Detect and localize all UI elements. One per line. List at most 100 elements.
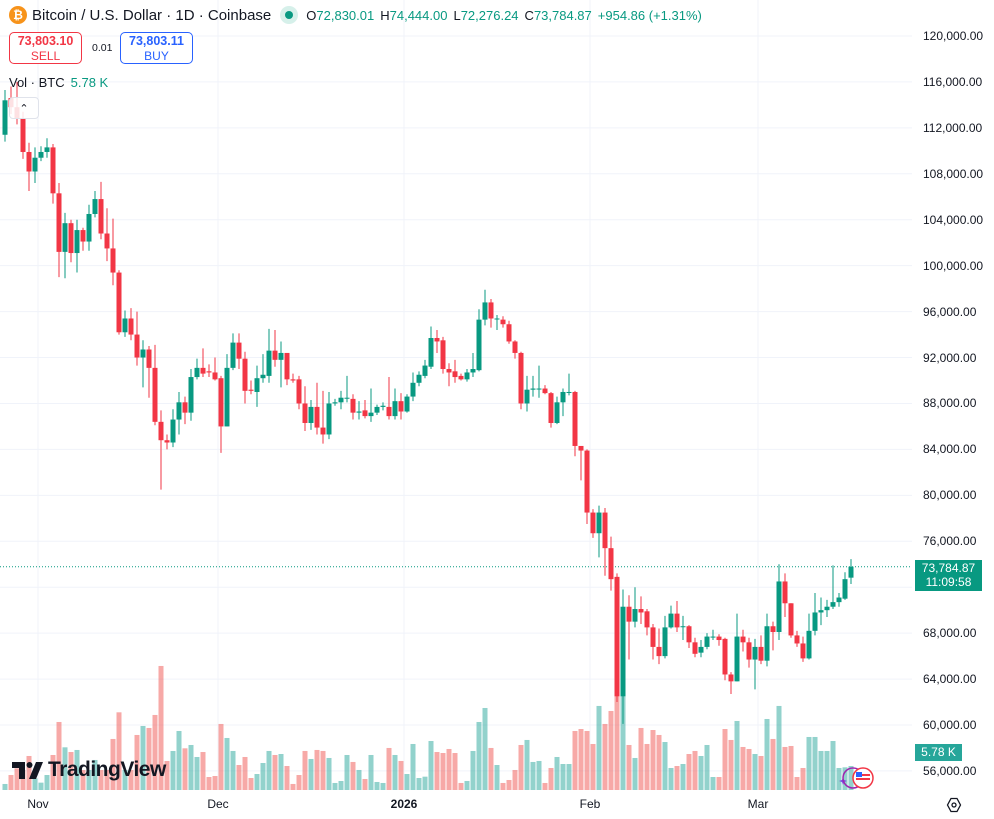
chart-settings-icon[interactable] bbox=[946, 797, 962, 813]
candle-body bbox=[344, 397, 350, 399]
price-axis-label: 92,000.00 bbox=[923, 350, 977, 365]
price-axis-label: 88,000.00 bbox=[923, 396, 977, 411]
volume-bar bbox=[584, 730, 590, 790]
price-axis-label: 100,000.00 bbox=[923, 258, 984, 273]
candle-body bbox=[116, 272, 122, 333]
collapse-legend-button[interactable]: ⌃ bbox=[9, 97, 39, 119]
candle-body bbox=[386, 406, 392, 417]
volume-bar bbox=[242, 756, 248, 790]
volume-bar bbox=[752, 754, 758, 790]
candle-body bbox=[86, 213, 92, 242]
volume-bar bbox=[668, 767, 674, 790]
volume-bar bbox=[374, 781, 380, 790]
volume-bar bbox=[44, 775, 50, 790]
time-axis-label: Mar bbox=[747, 797, 769, 811]
volume-bar bbox=[650, 730, 656, 790]
candle-body bbox=[698, 646, 704, 653]
volume-bar bbox=[356, 769, 362, 790]
volume-bar bbox=[500, 782, 506, 790]
candle-body bbox=[98, 199, 104, 234]
candle-body bbox=[44, 147, 50, 152]
candle-body bbox=[722, 638, 728, 675]
candle-body bbox=[632, 609, 638, 622]
volume-bar bbox=[536, 760, 542, 790]
price-axis-label: 76,000.00 bbox=[923, 534, 977, 549]
volume-bar bbox=[80, 769, 86, 790]
volume-bar bbox=[590, 743, 596, 790]
candle-body bbox=[572, 391, 578, 446]
volume-bar bbox=[110, 738, 116, 790]
candle-body bbox=[740, 636, 746, 643]
volume-bar bbox=[338, 780, 344, 790]
ohlc-high: H74,444.00 bbox=[380, 7, 448, 23]
candle-body bbox=[80, 230, 86, 242]
volume-bar bbox=[290, 783, 296, 790]
candle-body bbox=[680, 626, 686, 628]
price-change: +954.86 (+1.31%) bbox=[597, 7, 702, 23]
candle-body bbox=[662, 627, 668, 657]
volume-bar bbox=[578, 729, 584, 790]
candle-body bbox=[710, 636, 716, 638]
volume-bar bbox=[254, 774, 260, 790]
volume-bar bbox=[224, 737, 230, 790]
volume-bar bbox=[128, 769, 134, 790]
sell-button[interactable]: 73,803.10 SELL bbox=[9, 32, 82, 64]
candle-body bbox=[434, 338, 440, 342]
volume-bar bbox=[236, 765, 242, 790]
symbol-title[interactable]: Bitcoin / U.S. Dollar · 1D · Coinbase bbox=[32, 6, 272, 24]
events-badge[interactable] bbox=[839, 766, 875, 795]
buy-button[interactable]: 73,803.11 BUY bbox=[120, 32, 193, 64]
grid-lines bbox=[0, 0, 912, 790]
candle-body bbox=[152, 367, 158, 422]
candle-body bbox=[260, 374, 266, 379]
candle-body bbox=[476, 319, 482, 371]
candle-body bbox=[470, 369, 476, 373]
tradingview-logo[interactable]: TradingView bbox=[12, 758, 166, 782]
candle-body bbox=[392, 401, 398, 417]
volume-bar bbox=[308, 758, 314, 790]
sell-price: 73,803.10 bbox=[17, 34, 74, 48]
volume-bar bbox=[806, 736, 812, 790]
volume-bar bbox=[200, 752, 206, 790]
volume-legend[interactable]: Vol · BTC 5.78 K bbox=[9, 75, 108, 90]
ohlc-close: C73,784.87 bbox=[524, 7, 592, 23]
candle-body bbox=[62, 223, 68, 252]
candle-body bbox=[404, 396, 410, 412]
candle-body bbox=[812, 612, 818, 631]
price-axis-label: 112,000.00 bbox=[923, 120, 983, 135]
candle-body bbox=[338, 397, 344, 403]
candle-body bbox=[224, 367, 230, 427]
candle-body bbox=[452, 371, 458, 378]
candle-body bbox=[788, 603, 794, 636]
candle-body bbox=[554, 402, 560, 423]
volume-bar bbox=[716, 777, 722, 790]
volume-bar bbox=[734, 720, 740, 790]
volume-tag: 5.78 K bbox=[915, 744, 962, 761]
candle-body bbox=[428, 338, 434, 367]
candle-body bbox=[266, 350, 272, 376]
candle-body bbox=[584, 450, 590, 513]
volume-bar bbox=[278, 754, 284, 790]
volume-bar bbox=[788, 745, 794, 790]
volume-bar bbox=[170, 750, 176, 790]
volume-bar bbox=[464, 780, 470, 790]
candle-body bbox=[644, 611, 650, 628]
volume-bar bbox=[746, 748, 752, 790]
volume-bar bbox=[446, 748, 452, 790]
volume-bar bbox=[722, 729, 728, 790]
candle-body bbox=[530, 388, 536, 390]
price-axis-label: 68,000.00 bbox=[923, 626, 977, 641]
volume-bar bbox=[662, 742, 668, 790]
candle-body bbox=[134, 334, 140, 358]
volume-bar bbox=[440, 753, 446, 790]
volume-bar bbox=[20, 769, 26, 790]
volume-bar bbox=[758, 755, 764, 790]
candle-body bbox=[590, 512, 596, 534]
volume-bar bbox=[728, 739, 734, 790]
ohlc-open: O72,830.01 bbox=[306, 7, 375, 23]
last-price-tag: 73,784.87 11:09:58 bbox=[915, 560, 982, 591]
volume-bar bbox=[320, 750, 326, 790]
volume-bar bbox=[422, 776, 428, 790]
candle-body bbox=[32, 157, 38, 172]
